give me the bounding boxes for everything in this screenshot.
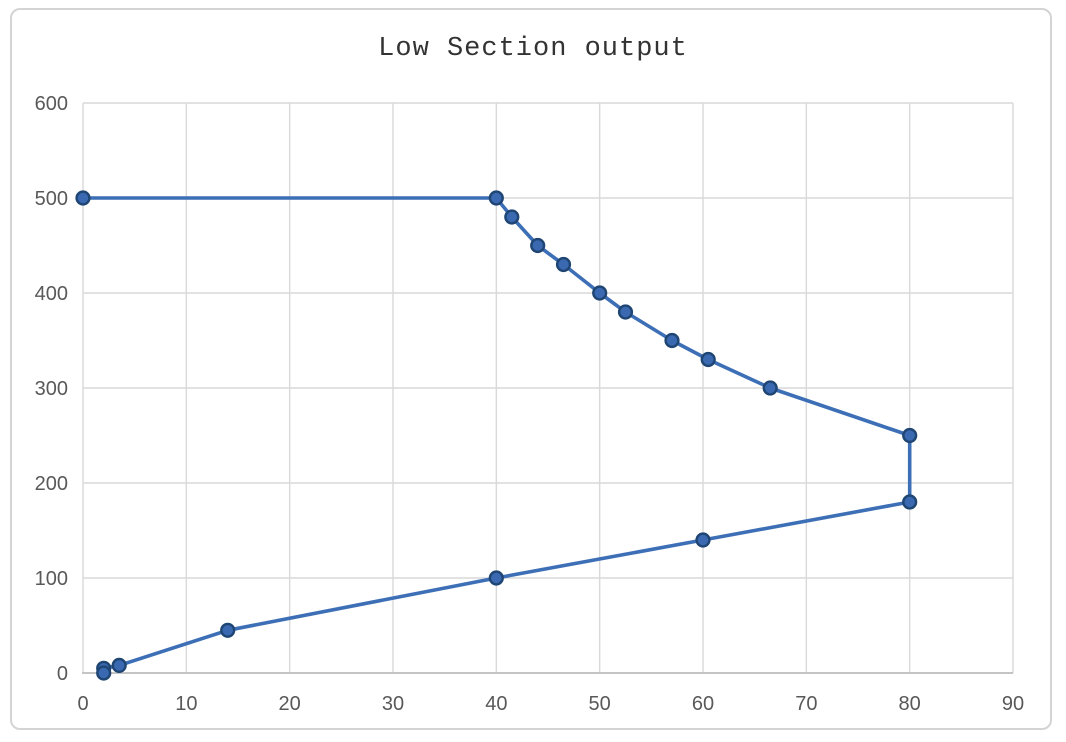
y-tick-label: 300 [35,378,68,400]
data-point-marker [96,665,112,681]
y-tick-label: 0 [57,663,68,685]
y-tick-label: 500 [35,188,68,210]
x-tick-label: 80 [899,693,921,715]
data-point-marker [488,190,504,206]
x-tick-label: 30 [382,693,404,715]
data-point-marker [555,256,572,273]
data-point-marker [700,351,716,368]
data-point-marker [592,285,608,301]
x-tick-label: 90 [1002,693,1024,715]
x-tick-label: 70 [795,693,817,715]
data-point-marker [664,332,680,349]
data-point-marker [111,657,127,674]
x-tick-label: 0 [77,693,88,715]
x-tick-label: 10 [175,693,197,715]
data-point-marker [75,190,91,206]
data-point-marker [488,570,504,586]
x-tick-label: 40 [485,693,507,715]
data-point-marker [530,237,546,254]
chart-area [10,8,1052,730]
y-tick-label: 600 [35,93,68,115]
data-point-marker [762,380,778,396]
x-tick-label: 60 [692,693,714,715]
data-point-marker [220,622,236,638]
y-tick-label: 100 [35,568,68,590]
x-tick-label: 20 [279,693,301,715]
data-point-marker [902,494,918,510]
data-point-marker [902,427,918,444]
data-point-marker [695,532,711,548]
y-tick-label: 200 [35,473,68,495]
x-tick-label: 50 [589,693,611,715]
data-point-marker [617,304,634,320]
y-tick-label: 400 [35,283,68,305]
data-point-marker [504,209,520,225]
